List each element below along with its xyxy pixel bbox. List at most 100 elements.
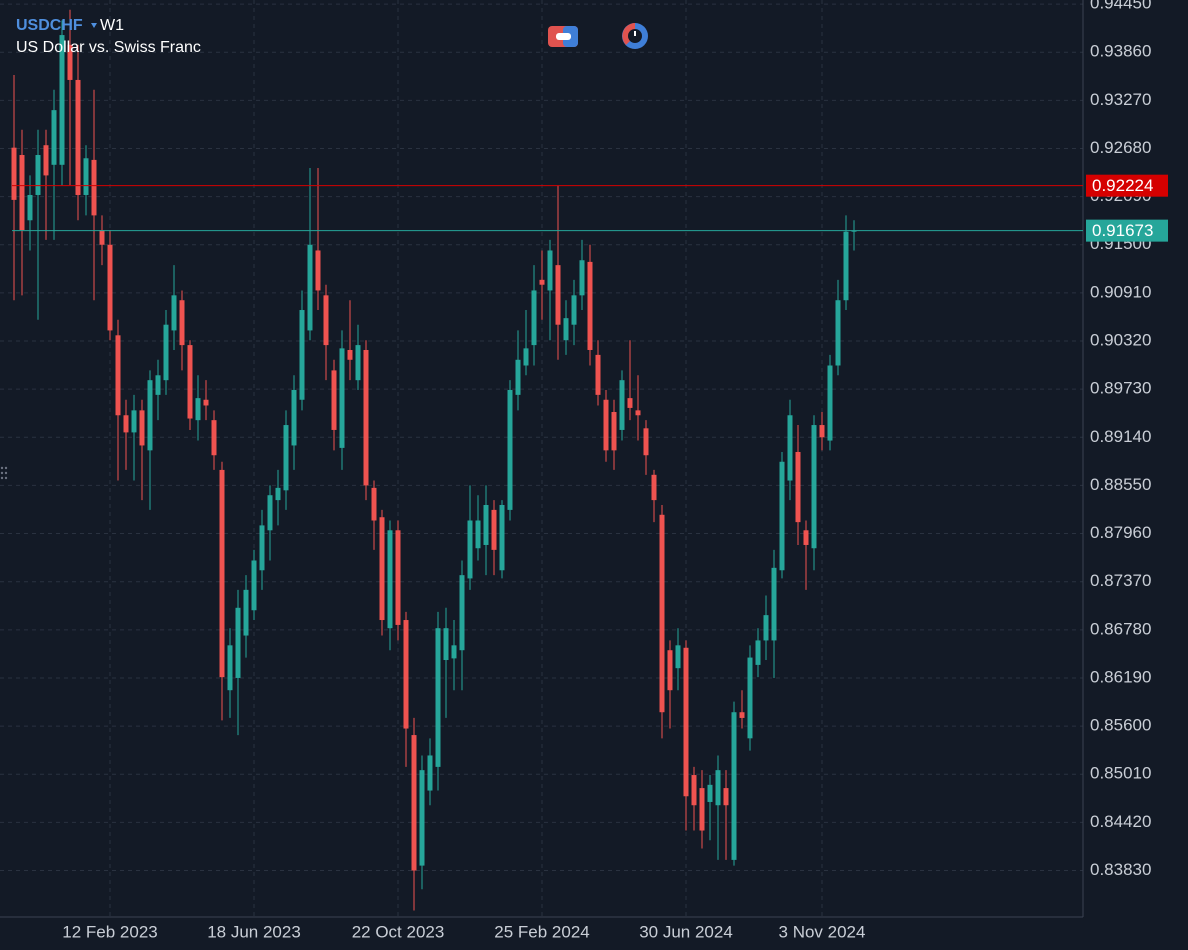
candle-body	[251, 560, 257, 611]
y-tick-label: 0.89140	[1090, 427, 1151, 446]
candle-body	[43, 145, 49, 176]
candle-body	[203, 399, 209, 406]
y-tick-label: 0.94450	[1090, 0, 1151, 13]
candle-body	[283, 425, 289, 491]
candle-body	[315, 250, 321, 291]
candle-body	[139, 410, 145, 446]
candle-body	[107, 244, 113, 331]
candle-body	[51, 110, 57, 165]
candle-body	[331, 370, 337, 430]
candle-body	[291, 389, 297, 446]
clock-icon[interactable]	[622, 23, 648, 49]
candle-body	[451, 645, 457, 659]
candle-body	[155, 375, 161, 395]
candle-body	[747, 657, 753, 739]
candle-body	[339, 348, 345, 448]
candle-body	[483, 505, 489, 545]
candle-body	[99, 230, 105, 245]
y-tick-label: 0.86780	[1090, 619, 1151, 638]
candle-body	[635, 410, 641, 416]
candle-body	[275, 487, 281, 501]
candle-body	[507, 389, 513, 510]
candle-body	[603, 399, 609, 451]
x-tick-label: 25 Feb 2024	[494, 922, 589, 941]
candle-body	[467, 520, 473, 579]
candle-body	[83, 158, 89, 195]
candle-body	[563, 318, 569, 341]
candle-body	[579, 260, 585, 296]
symbol[interactable]: USDCHF	[16, 17, 83, 34]
resize-handle[interactable]	[0, 466, 8, 480]
candle-body	[523, 348, 529, 366]
candle-body	[411, 735, 417, 871]
candle-body	[659, 514, 665, 713]
candle-body	[539, 279, 545, 285]
y-tick-label: 0.83830	[1090, 860, 1151, 879]
candle-body	[619, 380, 625, 430]
price-badge	[1086, 219, 1168, 242]
x-tick-label: 3 Nov 2024	[779, 922, 866, 941]
y-tick-label: 0.84420	[1090, 812, 1151, 831]
candle-body	[371, 487, 377, 521]
price-badge-label: 0.92224	[1092, 176, 1153, 195]
candle-body	[435, 628, 441, 767]
candle-body	[355, 345, 361, 381]
candle-body	[299, 310, 305, 400]
candle-body	[851, 230, 857, 232]
candle-body	[811, 425, 817, 549]
candle-body	[115, 335, 121, 416]
y-tick-label: 0.89730	[1090, 379, 1151, 398]
candle-body	[235, 607, 241, 678]
y-tick-label: 0.85010	[1090, 764, 1151, 783]
candle-body	[91, 159, 97, 216]
candle-body	[11, 147, 17, 200]
x-tick-label: 22 Oct 2023	[352, 922, 445, 941]
candle-body	[547, 250, 553, 291]
candle-body	[755, 640, 761, 665]
trade-icon[interactable]	[548, 26, 578, 47]
candle-body	[243, 589, 249, 636]
candle-body	[795, 451, 801, 523]
y-tick-label: 0.93270	[1090, 90, 1151, 109]
candle-body	[59, 35, 65, 165]
candle-body	[387, 530, 393, 629]
candle-body	[715, 770, 721, 806]
candle-body	[171, 295, 177, 331]
candle-body	[67, 44, 73, 80]
candle-body	[803, 530, 809, 545]
candle-body	[147, 380, 153, 451]
candle-body	[427, 755, 433, 791]
candle-body	[651, 474, 657, 501]
overlay	[12, 185, 1083, 232]
candle-body	[35, 155, 41, 195]
candle-body	[771, 567, 777, 641]
candle-body	[723, 788, 729, 806]
x-tick-label: 30 Jun 2024	[639, 922, 733, 941]
candle-body	[323, 295, 329, 346]
candle-body	[515, 359, 521, 395]
candles	[11, 9, 857, 911]
candle-body	[75, 79, 81, 195]
timeframe[interactable]: W1	[100, 17, 124, 34]
candle-body	[531, 290, 537, 346]
candle-body	[395, 530, 401, 625]
x-tick-label: 12 Feb 2023	[62, 922, 157, 941]
x-tick-label: 18 Jun 2023	[207, 922, 301, 941]
subtitle: US Dollar vs. Swiss Franc	[16, 39, 201, 56]
grid	[0, 0, 1083, 917]
candle-body	[459, 575, 465, 651]
candle-body	[779, 461, 785, 571]
candle-body	[403, 620, 409, 729]
price-badge	[1086, 174, 1168, 197]
candle-body	[627, 398, 633, 408]
y-tick-label: 0.90320	[1090, 331, 1151, 350]
candle-body	[731, 712, 737, 860]
dropdown-arrow[interactable]	[91, 23, 97, 28]
candle-body	[787, 415, 793, 481]
candle-body	[443, 628, 449, 661]
candle-body	[595, 354, 601, 395]
candle-body	[707, 784, 713, 802]
candle-body	[219, 469, 225, 678]
candle-body	[675, 645, 681, 669]
candle-body	[819, 425, 825, 438]
